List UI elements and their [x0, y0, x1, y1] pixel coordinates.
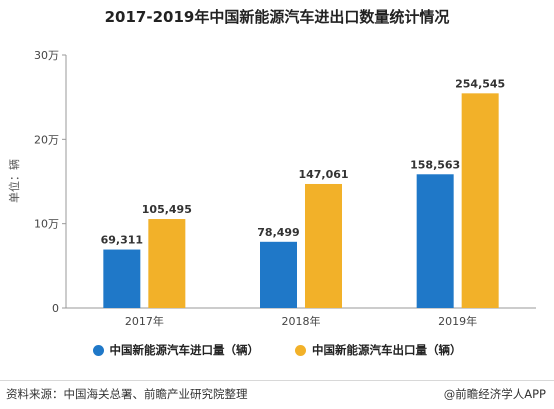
legend: 中国新能源汽车进口量（辆） 中国新能源汽车出口量（辆） [0, 342, 554, 358]
y-ticks: 0 10万 20万 30万 [34, 49, 66, 315]
data-label: 147,061 [298, 168, 348, 181]
bar-chart: 0 10万 20万 30万 69,311 105,495 2017年 78,499 147,0… [7, 49, 536, 328]
y-axis-label: 单位：辆 [7, 159, 21, 203]
legend-swatch [295, 344, 306, 356]
y-tick-label: 30万 [34, 49, 59, 62]
chart-title: 2017-2019年中国新能源汽车进出口数量统计情况 [104, 8, 450, 26]
brand-label: @前瞻经济学人APP [443, 387, 546, 401]
axes [65, 55, 536, 309]
x-tick-label: 2018年 [282, 314, 321, 328]
source-note: 资料来源：中国海关总署、前瞻产业研究院整理 [6, 387, 248, 401]
bar-export-1 [305, 183, 342, 308]
x-tick-label: 2019年 [438, 314, 477, 328]
data-label: 69,311 [101, 234, 143, 247]
legend-item: 中国新能源汽车进口量（辆） [92, 342, 260, 358]
y-tick-label: 20万 [34, 133, 59, 146]
bar-import-2 [416, 174, 454, 308]
x-tick-label: 2017年 [125, 314, 164, 328]
footer: 资料来源：中国海关总署、前瞻产业研究院整理 @前瞻经济学人APP [0, 380, 554, 409]
data-label: 158,563 [410, 158, 460, 171]
legend-item: 中国新能源汽车出口量（辆） [295, 342, 462, 358]
data-label: 254,545 [455, 77, 505, 90]
bars [103, 93, 499, 309]
y-tick-label: 0 [52, 302, 59, 315]
legend-label: 中国新能源汽车进口量（辆） [109, 343, 260, 357]
data-label: 105,495 [142, 203, 192, 216]
data-labels: 69,311 105,495 2017年 78,499 147,061 2018年 158,… [101, 77, 506, 328]
data-label: 78,499 [257, 226, 299, 239]
bar-import-1 [260, 241, 297, 308]
bar-export-0 [148, 219, 186, 308]
bar-import-0 [103, 249, 141, 308]
y-tick-label: 10万 [34, 218, 59, 231]
bar-export-2 [461, 93, 499, 309]
legend-swatch [92, 344, 104, 356]
legend-label: 中国新能源汽车出口量（辆） [312, 343, 462, 357]
